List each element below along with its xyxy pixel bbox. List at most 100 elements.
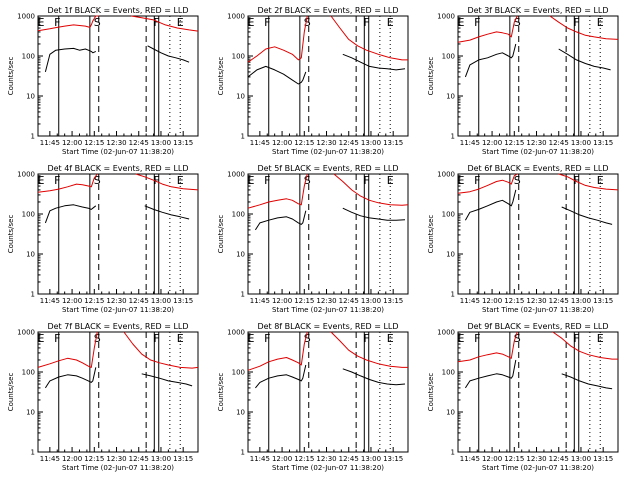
lld-series-line: [247, 331, 308, 371]
y-axis-label: Counts/sec: [427, 57, 435, 96]
events-series-line: [561, 373, 613, 390]
event-marker-label: F: [474, 16, 480, 29]
x-tick-label: 12:45: [549, 297, 569, 305]
x-tick-label: 13:15: [173, 297, 193, 305]
y-tick-label: 1000: [227, 329, 245, 337]
y-tick-label: 10: [236, 93, 245, 101]
x-axis-label: Start Time (02-Jun-07 11:38:20): [482, 464, 594, 472]
x-axis-label: Start Time (02-Jun-07 11:38:20): [62, 306, 174, 314]
y-tick-label: 1000: [437, 171, 455, 179]
x-tick-label: 12:45: [339, 297, 359, 305]
y-tick-label: 1: [31, 133, 35, 141]
x-tick-label: 12:00: [62, 455, 82, 463]
y-tick-label: 100: [22, 211, 35, 219]
x-tick-label: 12:00: [482, 297, 502, 305]
x-axis-label: Start Time (02-Jun-07 11:38:20): [62, 464, 174, 472]
x-tick-label: 11:45: [40, 297, 60, 305]
event-marker-label: F: [474, 332, 480, 345]
x-axis-label: Start Time (02-Jun-07 11:38:20): [482, 148, 594, 156]
y-tick-label: 100: [232, 53, 245, 61]
plot-frame: [247, 173, 409, 295]
lld-series-line: [552, 331, 618, 360]
x-tick-label: 12:30: [106, 139, 126, 147]
events-series-line: [558, 48, 611, 71]
event-marker-label: F: [573, 16, 579, 29]
x-tick-label: 13:15: [173, 139, 193, 147]
y-tick-label: 10: [236, 409, 245, 417]
x-tick-label: 12:30: [106, 297, 126, 305]
x-tick-label: 12:00: [482, 455, 502, 463]
y-tick-label: 1: [451, 449, 455, 457]
event-marker-label: E: [247, 16, 254, 29]
event-marker-label: E: [387, 16, 394, 29]
plot-frame: [457, 331, 619, 453]
chart-title: Det 8f BLACK = Events, RED = LLD: [257, 322, 398, 331]
event-marker-label: S: [514, 332, 521, 345]
y-tick-label: 1000: [227, 171, 245, 179]
event-marker-label: E: [37, 16, 44, 29]
x-tick-label: 11:45: [460, 139, 480, 147]
x-tick-label: 12:00: [272, 139, 292, 147]
events-series-line: [464, 189, 517, 221]
event-marker-label: F: [153, 174, 159, 187]
y-tick-label: 100: [232, 369, 245, 377]
x-axis-label: Start Time (02-Jun-07 11:38:20): [62, 148, 174, 156]
events-series-line: [247, 65, 307, 85]
x-tick-label: 12:30: [526, 139, 546, 147]
chart-title: Det 5f BLACK = Events, RED = LLD: [257, 164, 398, 173]
event-marker-label: S: [94, 332, 101, 345]
x-tick-label: 12:15: [294, 455, 314, 463]
detector-panel-5: Det 5f BLACK = Events, RED = LLD 1 10 100 10…: [217, 164, 409, 314]
x-tick-label: 12:15: [294, 139, 314, 147]
event-marker-label: S: [94, 174, 101, 187]
event-marker-label: S: [514, 16, 521, 29]
event-marker-label: E: [387, 174, 394, 187]
plot-frame: [37, 173, 199, 295]
event-marker-label: E: [387, 332, 394, 345]
x-tick-label: 13:15: [593, 297, 613, 305]
event-marker-label: F: [54, 174, 60, 187]
y-axis-label: Counts/sec: [427, 215, 435, 254]
y-tick-label: 100: [442, 211, 455, 219]
lld-series-line: [457, 173, 518, 194]
events-series-line: [342, 207, 406, 221]
plot-frame: [457, 173, 619, 295]
lld-series-line: [247, 15, 308, 63]
chart-title: Det 9f BLACK = Events, RED = LLD: [467, 322, 608, 331]
x-tick-label: 12:45: [339, 139, 359, 147]
x-tick-label: 12:45: [549, 139, 569, 147]
x-tick-label: 12:30: [316, 139, 336, 147]
lld-series-line: [135, 173, 199, 191]
event-marker-label: F: [573, 174, 579, 187]
y-tick-label: 1: [451, 133, 455, 141]
x-tick-label: 12:15: [504, 139, 524, 147]
event-marker-label: S: [304, 174, 311, 187]
y-tick-label: 10: [26, 93, 35, 101]
event-marker-label: E: [177, 332, 184, 345]
y-tick-label: 1: [451, 291, 455, 299]
x-axis-label: Start Time (02-Jun-07 11:38:20): [272, 464, 384, 472]
x-tick-label: 12:00: [482, 139, 502, 147]
lld-series-line: [131, 15, 199, 32]
event-marker-label: E: [177, 174, 184, 187]
events-series-line: [561, 206, 613, 225]
x-tick-label: 12:30: [526, 297, 546, 305]
event-marker-label: F: [264, 16, 270, 29]
y-tick-label: 1: [241, 449, 245, 457]
x-tick-label: 12:45: [339, 455, 359, 463]
x-tick-label: 13:00: [361, 139, 381, 147]
plot-frame: [247, 331, 409, 453]
x-tick-label: 13:00: [151, 455, 171, 463]
chart-title: Det 3f BLACK = Events, RED = LLD: [467, 6, 608, 15]
x-axis-label: Start Time (02-Jun-07 11:38:20): [272, 148, 384, 156]
detector-panel-8: Det 8f BLACK = Events, RED = LLD 1 10 100 10…: [217, 322, 409, 472]
x-tick-label: 13:15: [593, 139, 613, 147]
detector-panel-1: Det 1f BLACK = Events, RED = LLD 1 10 100 10…: [7, 6, 199, 156]
lld-series-line: [123, 331, 199, 369]
x-tick-label: 12:00: [62, 297, 82, 305]
event-marker-label: F: [153, 16, 159, 29]
chart-title: Det 7f BLACK = Events, RED = LLD: [47, 322, 188, 331]
x-tick-label: 13:00: [361, 297, 381, 305]
y-tick-label: 1: [241, 291, 245, 299]
